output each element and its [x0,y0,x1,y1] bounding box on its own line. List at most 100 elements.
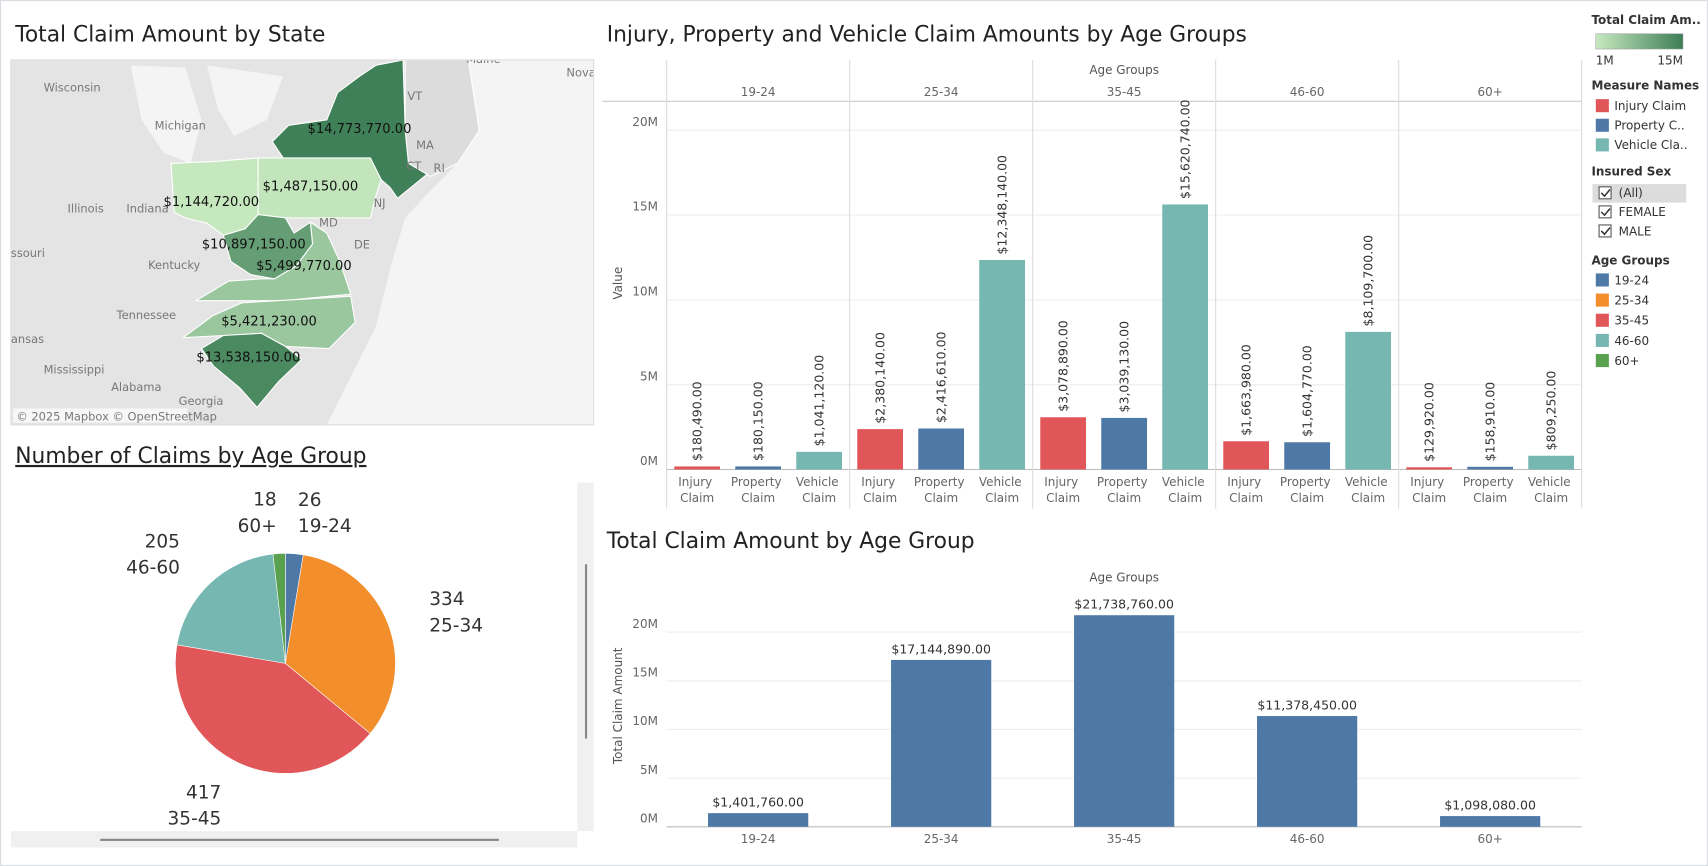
group-label: 60+ [1478,85,1503,99]
pie-value-label: 18 [253,490,277,511]
bar-value-label: $2,380,140.00 [873,332,888,424]
bar [891,659,992,827]
sub-category-label: Property Claim [914,475,968,505]
x-tick-label: 60+ [1478,832,1503,846]
ocean [326,59,594,425]
place-label: Illinois [68,201,104,215]
place-label: Mississippi [44,363,105,377]
place-label: Wisconsin [44,81,101,95]
filter-option[interactable]: (All) [1619,186,1643,200]
bar [857,429,904,470]
place-label: CT [406,159,422,173]
bar-value-label: $21,738,760.00 [1074,597,1174,612]
legend-label: Vehicle Cla.. [1614,138,1687,152]
x-axis-title: Age Groups [1089,63,1159,77]
bar-value-label: $3,078,890.00 [1056,320,1071,412]
place-label: NJ [374,196,386,210]
x-tick-label: 25-34 [924,832,959,846]
bar [1345,331,1392,470]
bar-value-label: $1,401,760.00 [712,795,804,810]
place-label: Michigan [155,119,206,133]
sub-category-label: Property Claim [1463,475,1517,505]
legend-title: Total Claim Am.. [1591,13,1700,27]
state-value-label: $5,421,230.00 [221,315,317,330]
lake [130,65,202,164]
bar [1406,467,1453,470]
filter-option[interactable]: FEMALE [1619,205,1666,219]
place-label: Indiana [126,201,168,215]
x-tick-label: 19-24 [741,832,776,846]
pie-category-label: 35-45 [168,809,222,830]
x-axis-title: Age Groups [1089,571,1159,585]
pie-slice [272,553,286,664]
filter-title: Insured Sex [1591,164,1671,178]
y-tick-label: 10M [632,284,658,298]
place-label: Alabama [111,380,161,394]
bar-value-label: $809,250.00 [1544,371,1559,451]
bar [1284,442,1331,470]
pie-value-label: 26 [298,490,322,511]
filter-option[interactable]: MALE [1619,224,1652,238]
y-tick-label: 20M [632,115,658,129]
bar-value-label: $129,920.00 [1422,382,1437,462]
place-label: VT [407,89,423,103]
place-label: Kentucky [148,258,200,272]
map: Wisconsin Michigan Illinois Indiana ssouri Ke… [10,59,594,425]
bar-value-label: $3,039,130.00 [1117,321,1132,413]
attribution-bg [13,408,188,423]
checkmark [1600,227,1611,236]
bar [1528,455,1575,470]
sub-category-label: Injury Claim [678,475,716,505]
legend-swatch [1595,313,1609,327]
legend-swatch [1595,333,1609,347]
pie-category-label: 60+ [238,516,277,537]
scroll-thumb-h[interactable] [100,838,499,841]
legend-swatch [1595,118,1609,132]
x-tick-label: 35-45 [1107,832,1142,846]
map-title: Total Claim Amount by State [14,22,325,47]
bar-value-label: $1,098,080.00 [1444,798,1536,813]
pie-category-label: 19-24 [298,516,352,537]
checkbox[interactable] [1598,205,1612,219]
y-tick-label: 5M [640,763,658,777]
color-ramp [1595,33,1684,50]
bar-value-label: $2,416,610.00 [934,331,949,423]
legend-title: Age Groups [1591,254,1669,268]
place-label: MD [319,216,338,230]
map-border [10,59,595,426]
checkbox[interactable] [1598,224,1612,238]
legend-swatch [1595,273,1609,287]
bar [796,451,843,470]
bar-value-label: $11,378,450.00 [1257,698,1357,713]
sub-category-label: Property Claim [1280,475,1334,505]
legend-title: Measure Names [1591,78,1699,92]
legend-label: 60+ [1614,354,1639,368]
sub-category-label: Property Claim [1097,475,1151,505]
bar-value-label: $158,910.00 [1483,382,1498,462]
bar-value-label: $180,150.00 [751,381,766,461]
bar [979,259,1026,470]
scroll-thumb-v[interactable] [584,564,588,739]
checkbox[interactable] [1598,186,1612,200]
checkmark [1600,189,1611,198]
state-value-label: $1,144,720.00 [164,195,260,210]
bar [1162,204,1209,470]
lake [206,65,284,137]
state-value-label: $13,538,150.00 [196,351,300,366]
y-tick-label: 5M [640,369,658,383]
state-value-label: $14,773,770.00 [308,122,412,137]
legend-label: 25-34 [1614,293,1649,307]
legend-label: 46-60 [1614,334,1649,348]
legend-label: 35-45 [1614,314,1649,328]
bar-value-label: $12,348,140.00 [995,155,1010,255]
pie-value-label: 205 [145,531,180,552]
bar-value-label: $1,604,770.00 [1300,345,1315,437]
filter-highlight [1592,184,1687,203]
pie-slice [175,644,371,774]
state-value-label: $1,487,150.00 [263,180,359,195]
legend-swatch [1595,293,1609,307]
group-label: 35-45 [1107,85,1142,99]
bar [1040,417,1087,470]
legend-swatch [1595,138,1609,152]
sub-category-label: Vehicle Claim [1162,475,1209,505]
